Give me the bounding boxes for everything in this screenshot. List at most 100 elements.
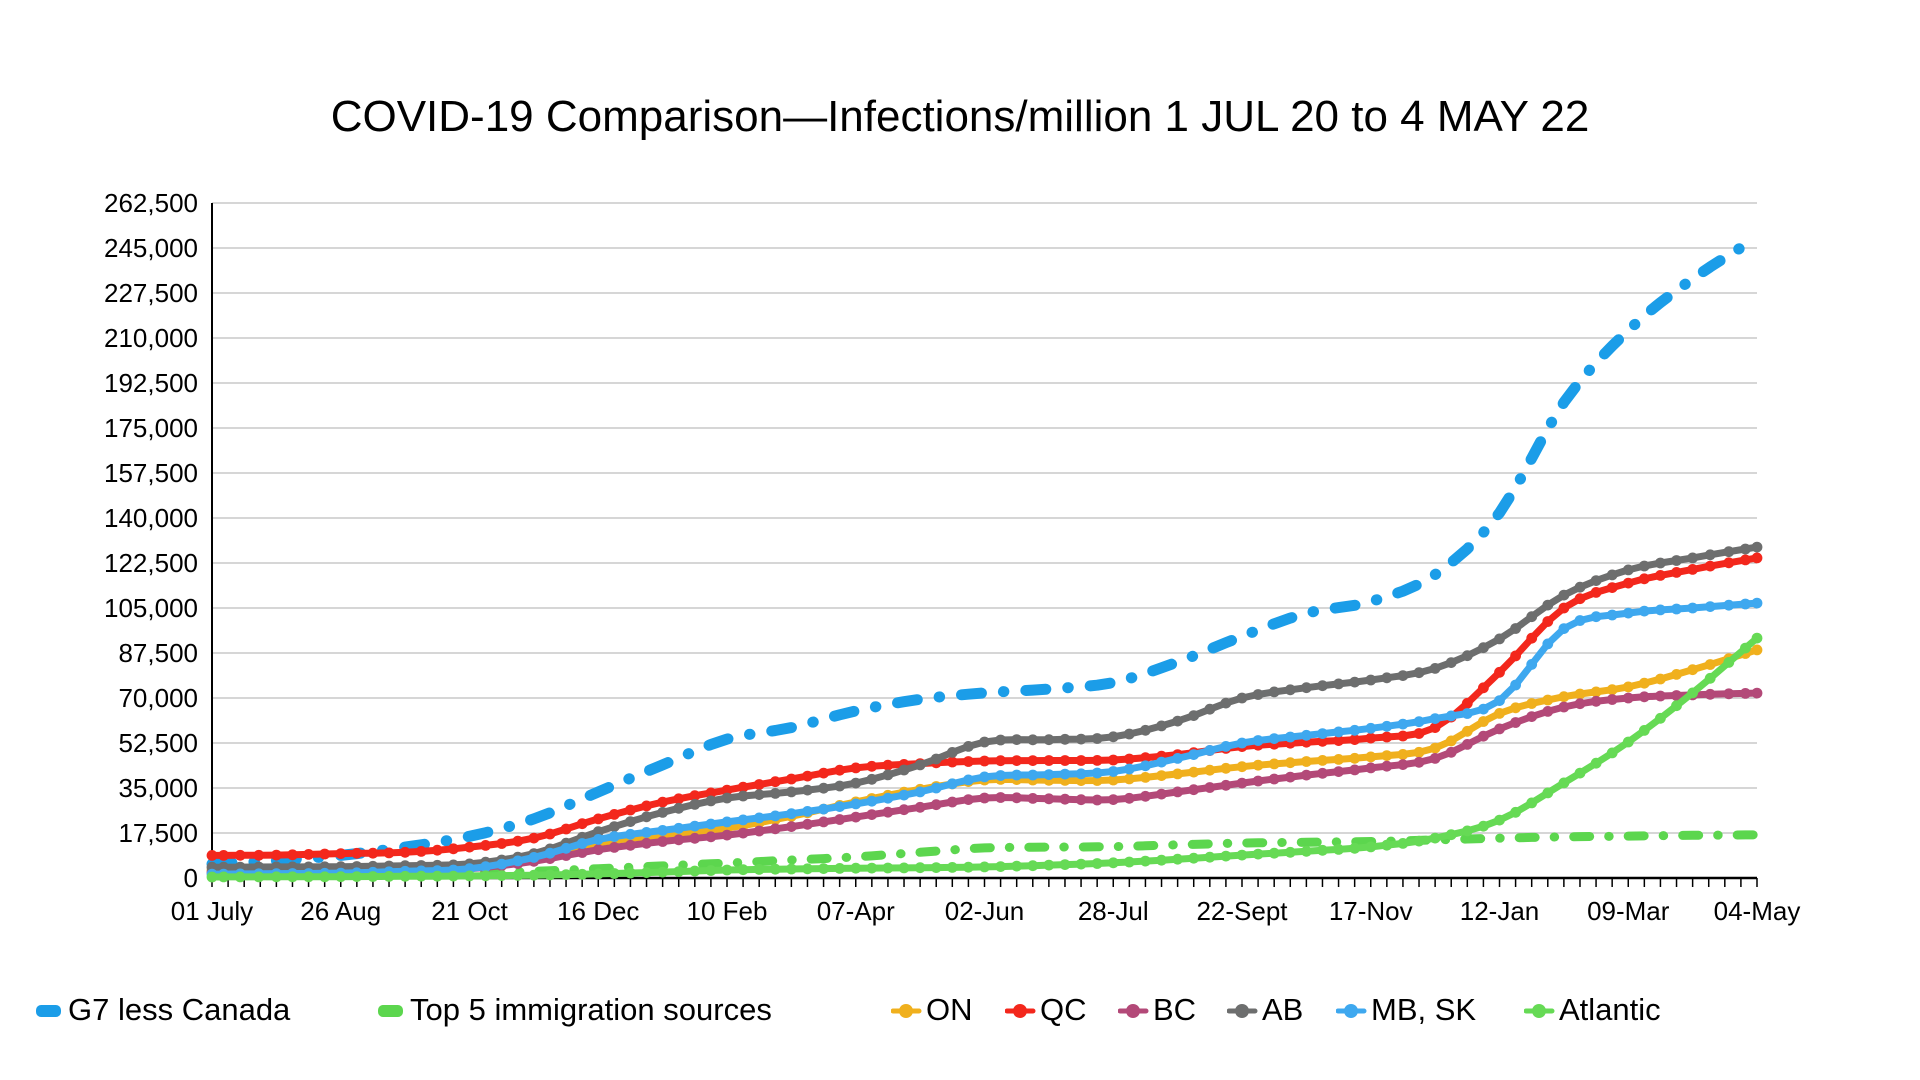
data-marker <box>608 868 620 879</box>
data-marker <box>1107 731 1119 743</box>
data-marker <box>753 864 765 875</box>
data-marker <box>850 798 862 810</box>
data-marker <box>1558 691 1570 703</box>
data-marker <box>287 849 298 861</box>
data-marker <box>351 847 363 859</box>
data-marker <box>1011 860 1023 872</box>
data-marker <box>963 794 974 805</box>
data-marker <box>1236 692 1248 704</box>
data-marker <box>1349 734 1361 745</box>
data-marker <box>1494 723 1505 735</box>
data-marker <box>1413 728 1425 739</box>
data-marker <box>1333 844 1344 855</box>
data-marker <box>1574 615 1586 626</box>
data-marker <box>1590 611 1602 623</box>
data-marker <box>786 773 797 785</box>
data-marker <box>544 869 556 881</box>
data-marker <box>625 816 636 827</box>
data-marker <box>786 786 797 798</box>
data-marker <box>253 871 265 883</box>
data-marker <box>367 871 379 882</box>
data-marker <box>673 866 685 877</box>
data-marker <box>1622 681 1634 693</box>
data-marker <box>1526 698 1538 709</box>
data-marker <box>1655 712 1666 724</box>
data-marker <box>1606 694 1618 705</box>
data-marker <box>1704 560 1716 572</box>
data-marker <box>1461 697 1473 709</box>
data-marker <box>1204 782 1216 793</box>
data-marker <box>1172 715 1183 727</box>
data-marker <box>1461 825 1473 837</box>
data-marker <box>979 755 990 767</box>
data-marker <box>1123 763 1135 775</box>
data-marker <box>834 764 846 776</box>
data-marker <box>1574 688 1586 700</box>
data-marker <box>1526 711 1538 722</box>
data-marker <box>1510 702 1521 714</box>
data-marker <box>882 806 894 818</box>
data-marker <box>576 818 588 830</box>
data-marker <box>1723 546 1735 558</box>
data-marker <box>818 782 829 794</box>
data-marker <box>1494 666 1505 678</box>
data-marker <box>1740 543 1751 555</box>
data-marker <box>818 863 829 874</box>
data-marker <box>1333 735 1344 746</box>
data-marker <box>1574 593 1586 605</box>
data-marker <box>979 771 990 783</box>
data-marker <box>1268 733 1280 744</box>
legend-label: Atlantic <box>1559 992 1661 1027</box>
data-marker <box>1590 575 1602 586</box>
data-marker <box>705 831 717 843</box>
legend-label: AB <box>1262 992 1304 1027</box>
data-marker <box>1301 845 1312 857</box>
data-marker <box>673 834 685 846</box>
data-marker <box>1751 541 1763 553</box>
data-marker <box>1123 792 1135 804</box>
data-marker <box>850 862 862 874</box>
data-marker <box>431 844 443 856</box>
data-marker <box>1333 754 1344 765</box>
data-marker <box>769 776 781 788</box>
data-marker <box>1317 680 1328 692</box>
data-marker <box>1172 786 1183 798</box>
legend-marker-ab-icon <box>1227 1004 1258 1018</box>
legend-item-g7: G7 less Canada <box>33 988 290 1032</box>
data-marker <box>303 849 314 860</box>
data-marker <box>1107 794 1119 805</box>
data-marker <box>1268 686 1280 698</box>
data-marker <box>1606 569 1618 581</box>
data-marker <box>335 871 347 883</box>
x-tick-label: 16 Dec <box>557 896 639 926</box>
data-marker <box>866 862 878 874</box>
data-marker <box>367 847 379 859</box>
data-marker <box>930 862 942 873</box>
legend-marker-g7-icon <box>36 1005 61 1017</box>
data-marker <box>1172 753 1183 764</box>
x-tick-label: 07-Apr <box>817 896 895 926</box>
data-marker <box>319 871 331 883</box>
data-marker <box>1284 684 1296 696</box>
data-marker <box>1349 842 1361 854</box>
data-marker <box>625 867 636 879</box>
x-tick-label: 04-May <box>1714 896 1801 926</box>
data-marker <box>1510 806 1521 818</box>
data-marker <box>1317 755 1328 766</box>
data-marker <box>1478 820 1489 832</box>
data-marker <box>1204 745 1216 756</box>
data-marker <box>625 804 636 816</box>
data-marker <box>234 849 246 861</box>
data-marker <box>1236 777 1248 789</box>
data-marker <box>383 847 395 859</box>
data-marker <box>560 823 572 835</box>
data-marker <box>1478 730 1489 742</box>
data-marker <box>1510 679 1521 691</box>
data-marker <box>512 835 524 847</box>
data-marker <box>1075 755 1087 766</box>
data-marker <box>399 846 411 858</box>
data-marker <box>560 842 572 854</box>
data-marker <box>882 769 894 781</box>
data-marker <box>995 755 1006 767</box>
y-tick-label: 192,500 <box>104 368 198 398</box>
